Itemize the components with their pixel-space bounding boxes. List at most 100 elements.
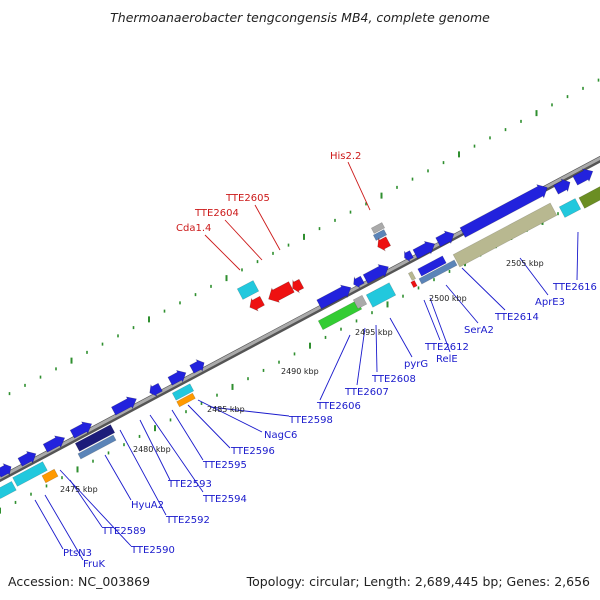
leader-line xyxy=(445,284,479,324)
leader-line xyxy=(149,414,204,493)
gene-label: pyrG xyxy=(404,359,428,370)
gene-arrow xyxy=(316,284,352,310)
gene-box xyxy=(365,282,397,308)
gene-arrow xyxy=(249,295,265,312)
leader-line xyxy=(209,406,290,417)
gene-box xyxy=(558,198,582,218)
gene-label: TTE2607 xyxy=(344,387,389,398)
gene-label: TTE2592 xyxy=(165,515,210,526)
gene-features xyxy=(0,168,600,500)
gene-box xyxy=(352,294,368,310)
gene-label: TTE2616 xyxy=(552,282,597,293)
scale-label: 2495 kbp xyxy=(355,328,393,337)
leader-line xyxy=(34,499,64,550)
gene-arrow xyxy=(17,450,37,467)
label-leader-lines xyxy=(34,161,579,561)
gene-box xyxy=(578,183,600,209)
leader-line xyxy=(44,494,84,561)
gene-box xyxy=(74,424,116,452)
gene-box xyxy=(41,468,59,484)
gene-box xyxy=(372,229,388,241)
leader-line xyxy=(461,267,506,311)
gene-label: TTE2590 xyxy=(130,545,175,556)
gene-arrow xyxy=(459,184,548,238)
leader-line xyxy=(519,257,549,296)
leader-line xyxy=(204,234,241,271)
scale-label: 2485 kbp xyxy=(207,405,245,414)
gene-label: RelE xyxy=(436,354,458,365)
leader-line xyxy=(187,404,231,449)
gene-box xyxy=(77,434,117,460)
gene-label: His2.2 xyxy=(330,151,361,162)
gene-arrow xyxy=(353,275,365,289)
gene-label: TTE2614 xyxy=(494,312,539,323)
gene-arrow xyxy=(404,250,414,262)
gene-label: TTE2608 xyxy=(371,374,416,385)
gene-label: TTE2598 xyxy=(288,415,333,426)
gene-label: HyuA2 xyxy=(131,500,164,511)
leader-line xyxy=(576,231,579,281)
gene-arrow xyxy=(42,435,66,453)
leader-line xyxy=(197,399,263,433)
leader-line xyxy=(254,204,281,251)
leader-line xyxy=(375,324,378,373)
leader-line xyxy=(104,454,132,501)
gene-arrow xyxy=(377,236,392,252)
leader-line xyxy=(356,327,366,386)
gene-box xyxy=(417,255,447,277)
gene-label: PtsN3 xyxy=(63,548,92,559)
gene-label: TTE2606 xyxy=(316,401,361,412)
gene-box xyxy=(12,461,48,487)
gene-box xyxy=(370,222,386,234)
gene-box xyxy=(410,280,418,288)
gene-label: TTE2589 xyxy=(101,526,146,537)
gene-arrow xyxy=(553,178,571,195)
accession-text: Accession: NC_003869 xyxy=(8,574,151,589)
gene-box xyxy=(407,271,417,281)
leader-line xyxy=(119,429,167,516)
genome-summary-text: Topology: circular; Length: 2,689,445 bp… xyxy=(246,574,590,589)
leader-line xyxy=(429,297,451,353)
gene-box xyxy=(418,259,458,285)
gene-arrow xyxy=(572,168,594,186)
gene-arrow xyxy=(292,278,305,294)
gene-arrow xyxy=(362,264,389,284)
gene-label: TTE2595 xyxy=(202,460,247,471)
gene-box xyxy=(176,392,196,408)
gene-label: TTE2605 xyxy=(225,193,270,204)
leader-line xyxy=(319,334,351,401)
scale-label: 2475 kbp xyxy=(60,485,98,494)
scale-label: 2505 kbp xyxy=(506,259,544,268)
gene-arrow xyxy=(435,230,455,248)
gene-box xyxy=(0,480,17,500)
gene-label: TTE2593 xyxy=(167,479,212,490)
gene-arrow xyxy=(0,463,12,478)
scale-label: 2480 kbp xyxy=(133,445,171,454)
gene-box xyxy=(236,280,260,300)
leader-line xyxy=(139,419,171,481)
gene-label: Cda1.4 xyxy=(176,223,211,234)
leader-line xyxy=(224,219,263,261)
gene-arrow xyxy=(189,359,205,374)
gene-arrow xyxy=(111,396,137,416)
leader-line xyxy=(389,317,413,358)
gene-box xyxy=(171,383,195,401)
leader-line xyxy=(347,161,371,211)
gene-box xyxy=(452,202,558,268)
gene-label: TTE2596 xyxy=(230,446,275,457)
gene-arrow xyxy=(149,382,163,397)
leader-line xyxy=(171,409,204,461)
gene-label: TTE2612 xyxy=(424,342,469,353)
gene-arrow xyxy=(167,369,187,386)
gene-label: FruK xyxy=(83,559,105,570)
gene-label: NagC6 xyxy=(264,430,297,441)
gene-label: SerA2 xyxy=(464,325,494,336)
gene-arrow xyxy=(412,240,436,259)
leader-line xyxy=(69,479,103,528)
leader-line xyxy=(59,469,132,547)
gene-label: TTE2604 xyxy=(194,208,239,219)
gene-arrow xyxy=(69,421,93,439)
gene-label: TTE2594 xyxy=(202,494,247,505)
